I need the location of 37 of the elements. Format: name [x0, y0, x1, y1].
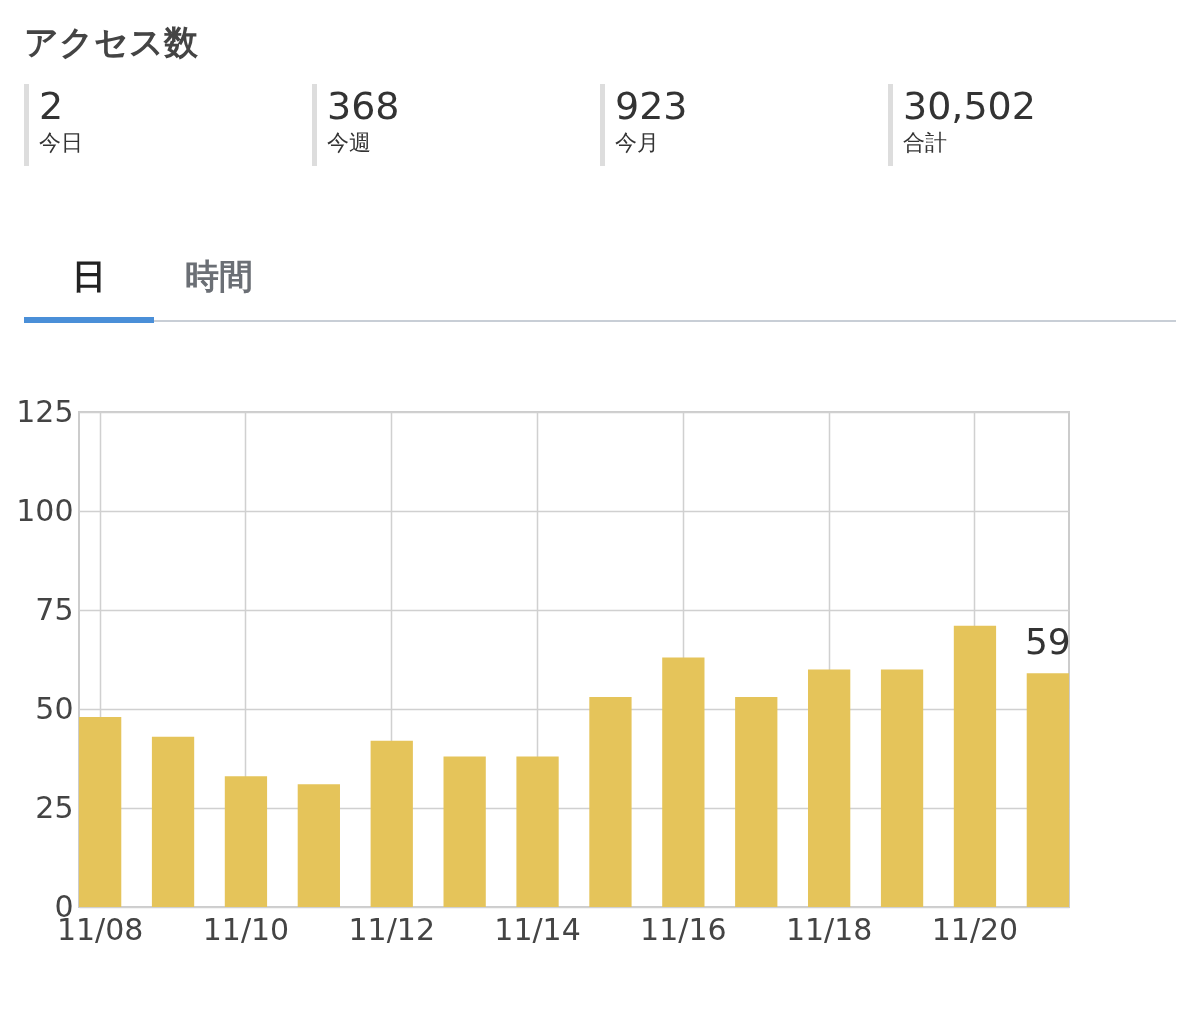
y-tick-label: 125 — [16, 393, 74, 429]
bar — [516, 756, 559, 907]
data-label: 59 — [1024, 621, 1071, 663]
data-label: 30,502 — [903, 84, 1037, 128]
data-label: 2 — [39, 84, 65, 128]
category-label: 合計 — [903, 129, 948, 157]
data-label: 923 — [615, 84, 689, 128]
x-tick-label: 11/12 — [348, 911, 435, 947]
bar — [880, 669, 924, 907]
y-tick-label: 50 — [35, 690, 74, 726]
bar — [297, 784, 340, 907]
category-label: 今週 — [327, 129, 372, 157]
bar — [370, 740, 413, 907]
bar — [79, 716, 122, 907]
x-tick-label: 11/10 — [202, 911, 290, 947]
category-label: 今月 — [615, 129, 660, 157]
x-tick-label: 11/14 — [494, 911, 581, 947]
x-tick-label: 11/20 — [931, 911, 1019, 947]
x-tick-label: 11/18 — [785, 911, 873, 947]
bar — [953, 625, 997, 907]
y-tick-label: 100 — [16, 492, 74, 528]
y-tick-label: 75 — [35, 591, 74, 627]
bar — [224, 776, 268, 907]
bar — [151, 736, 195, 907]
category-label: 今日 — [39, 129, 84, 157]
text: アクセス数 — [24, 21, 199, 64]
x-tick-label: 11/16 — [640, 911, 727, 947]
bar — [443, 756, 486, 907]
text: 日 — [71, 255, 107, 298]
text: 時間 — [184, 255, 254, 298]
data-label: 368 — [327, 84, 401, 128]
bar — [808, 669, 851, 907]
bar — [662, 657, 705, 907]
bar — [1026, 673, 1069, 907]
y-tick-label: 25 — [35, 789, 74, 825]
bar — [735, 697, 778, 907]
bar — [589, 697, 632, 907]
